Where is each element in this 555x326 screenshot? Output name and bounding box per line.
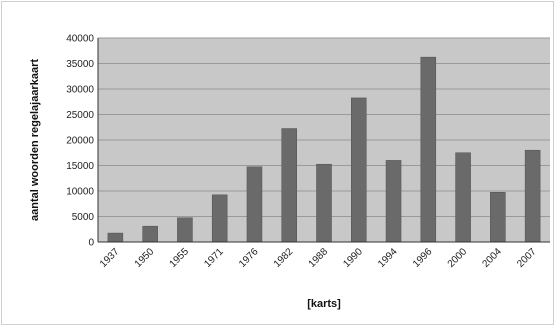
x-tick-label: 1950 xyxy=(133,246,157,270)
x-tick-label: 1976 xyxy=(237,246,261,270)
bars xyxy=(107,56,541,243)
bar xyxy=(142,225,158,243)
x-tick-label: 1988 xyxy=(307,246,331,270)
bar xyxy=(316,163,332,243)
y-tick-label: 15000 xyxy=(66,161,94,172)
bar xyxy=(281,128,297,243)
y-tick-label: 40000 xyxy=(66,34,94,45)
y-tick-label: 20000 xyxy=(66,136,94,147)
y-tick-label: 0 xyxy=(88,238,94,249)
x-tick-label: 2007 xyxy=(515,246,539,270)
bar xyxy=(455,152,471,243)
x-tick-label: 1990 xyxy=(341,246,365,270)
bar xyxy=(524,149,541,243)
x-tick-label: 1996 xyxy=(411,246,435,270)
bar xyxy=(351,97,367,243)
bar xyxy=(385,160,402,243)
y-tick-labels: 0 5000 10000 15000 20000 25000 30000 35000 40000 xyxy=(66,34,94,249)
bar xyxy=(107,232,124,243)
x-tick-label: 1971 xyxy=(202,246,226,270)
bar xyxy=(490,192,506,243)
x-tick-labels: 1937 1950 1955 1971 1976 1982 1988 1990 1994 1996… xyxy=(98,246,539,270)
y-tick-label: 35000 xyxy=(66,59,94,70)
x-tick-label: 2004 xyxy=(480,246,504,270)
y-tick-label: 30000 xyxy=(66,85,94,96)
bar xyxy=(420,56,437,243)
y-tick-label: 25000 xyxy=(66,110,94,121)
bar xyxy=(246,166,263,243)
bar xyxy=(177,217,193,243)
x-tick-label: 1955 xyxy=(168,246,192,270)
x-tick-label: 2000 xyxy=(446,246,470,270)
y-tick-label: 10000 xyxy=(66,187,94,198)
x-tick-label: 1994 xyxy=(376,246,400,270)
x-tick-label: 1937 xyxy=(98,246,122,270)
x-tick-label: 1982 xyxy=(272,246,296,270)
y-axis-title: aantal woorden regelajaarkaart xyxy=(29,59,41,221)
x-axis-title: [karts] xyxy=(307,298,341,310)
y-tick-label: 5000 xyxy=(72,212,95,223)
bar xyxy=(211,194,228,243)
